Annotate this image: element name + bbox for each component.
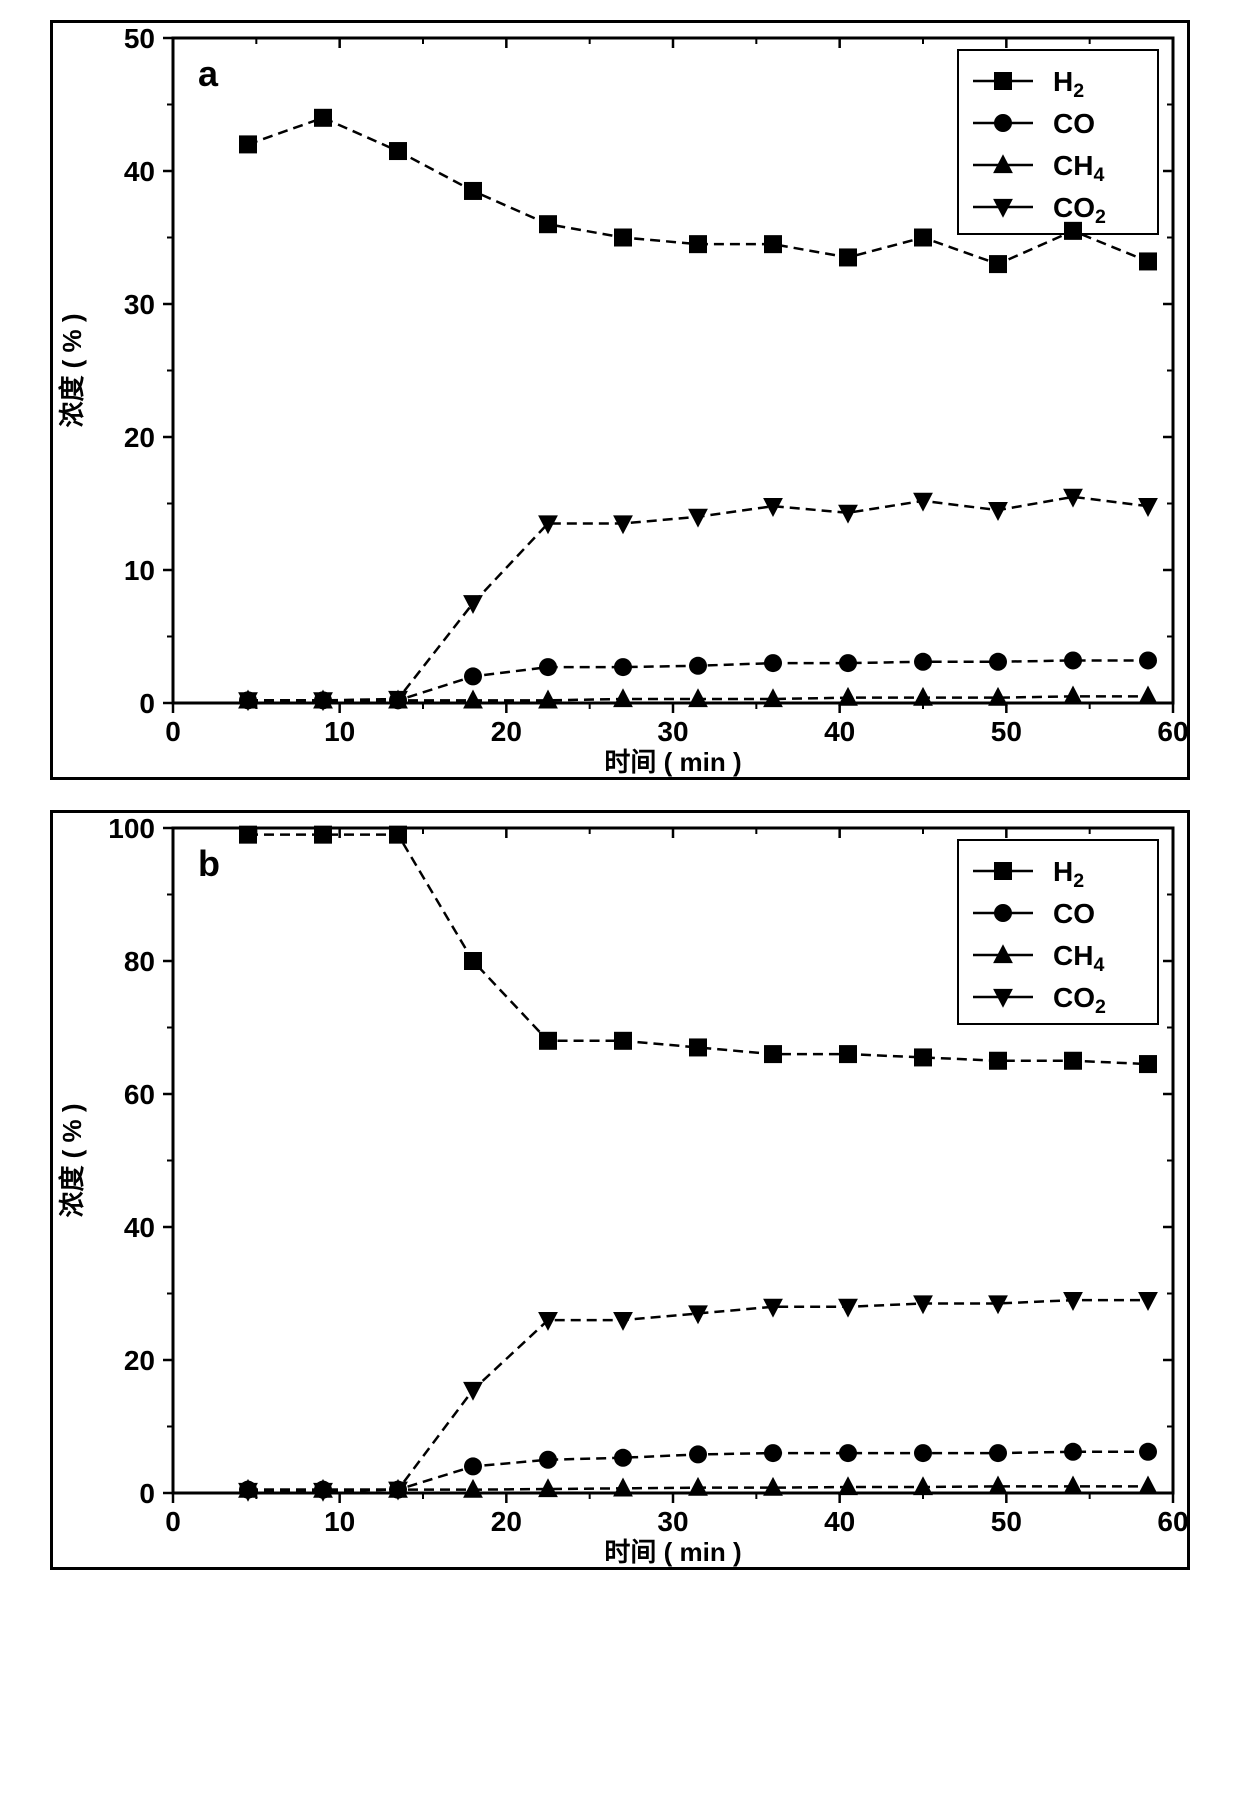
legend-label-H2: H2 [1053,66,1084,102]
legend-label-CH4: CH4 [1053,940,1104,976]
x-tick-label: 20 [491,1506,522,1537]
panel-label: a [198,53,219,94]
x-tick-label: 30 [657,716,688,747]
x-tick-label: 0 [165,716,181,747]
legend-label-CO: CO [1053,108,1095,139]
x-tick-label: 60 [1157,716,1188,747]
y-tick-label: 20 [124,422,155,453]
x-tick-label: 0 [165,1506,181,1537]
legend: H2 CO CH4 CO2 [958,840,1158,1024]
x-tick-label: 50 [991,1506,1022,1537]
legend-label-CO2: CO2 [1053,982,1106,1018]
legend-label-CO: CO [1053,898,1095,929]
y-tick-label: 0 [139,1478,155,1509]
legend-label-CO2: CO2 [1053,192,1106,228]
y-tick-label: 50 [124,23,155,54]
x-tick-label: 20 [491,716,522,747]
y-tick-label: 60 [124,1079,155,1110]
series-line-H2 [248,835,1148,1064]
legend: H2 CO CH4 CO2 [958,50,1158,234]
chart-panel-b: 0 10 20 30 40 50 60 0 20 40 60 80 100 时间 ( min ) 浓度 ( … [50,810,1190,1570]
y-tick-label: 0 [139,688,155,719]
legend-label-CH4: CH4 [1053,150,1104,186]
y-tick-label: 30 [124,289,155,320]
y-tick-label: 80 [124,946,155,977]
y-axis-label: 浓度 ( % ) [57,313,87,427]
x-tick-label: 10 [324,716,355,747]
panel-label: b [198,843,220,884]
x-axis-label: 时间 ( min ) [604,747,741,777]
y-tick-label: 10 [124,555,155,586]
legend-label-H2: H2 [1053,856,1084,892]
y-tick-label: 100 [108,813,155,844]
x-tick-label: 10 [324,1506,355,1537]
x-tick-label: 40 [824,1506,855,1537]
chart-panel-a: 0 10 20 30 40 50 60 0 10 20 30 40 50 时间 ( min ) 浓度 ( %… [50,20,1190,780]
x-tick-label: 40 [824,716,855,747]
y-tick-label: 40 [124,156,155,187]
x-tick-label: 30 [657,1506,688,1537]
y-axis-label: 浓度 ( % ) [57,1103,87,1217]
x-tick-label: 60 [1157,1506,1188,1537]
y-tick-label: 40 [124,1212,155,1243]
y-tick-label: 20 [124,1345,155,1376]
x-tick-label: 50 [991,716,1022,747]
x-axis-label: 时间 ( min ) [604,1537,741,1567]
